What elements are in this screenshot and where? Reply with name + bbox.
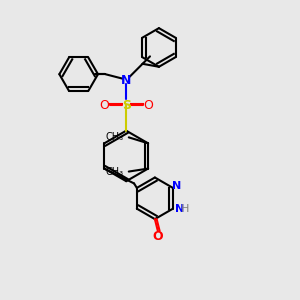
Text: N: N: [172, 182, 181, 191]
Text: S: S: [122, 99, 131, 112]
Text: H: H: [181, 204, 190, 214]
Text: N: N: [121, 74, 131, 87]
Text: O: O: [143, 99, 153, 112]
Text: O: O: [100, 99, 110, 112]
Text: N: N: [175, 204, 184, 214]
Text: CH₃: CH₃: [105, 132, 123, 142]
Text: O: O: [152, 230, 163, 243]
Text: CH₃: CH₃: [105, 167, 123, 176]
